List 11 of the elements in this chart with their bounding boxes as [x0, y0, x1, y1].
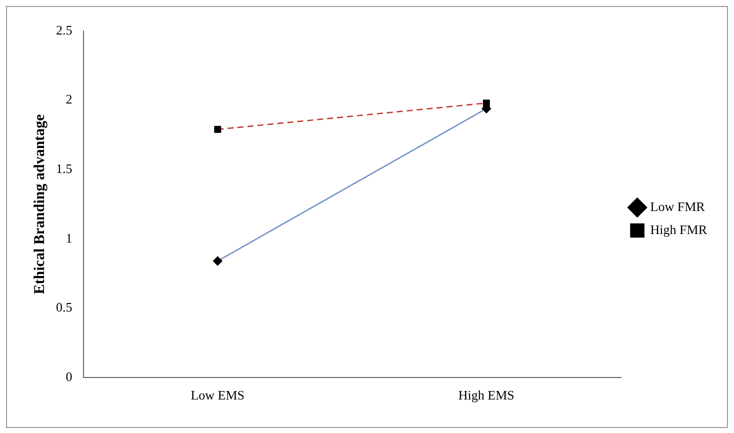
x-tick-label: Low EMS	[190, 388, 245, 403]
y-tick-label: 1.5	[56, 160, 72, 176]
legend-label: Low FMR	[650, 198, 706, 214]
y-tick-label: 2.5	[56, 22, 72, 38]
y-tick-label: 0	[66, 368, 72, 384]
y-tick-label: 2	[66, 92, 72, 107]
y-axis-title: Ethical Branding advantage	[32, 114, 48, 294]
x-tick-label: High EMS	[458, 388, 514, 403]
y-tick-label: 1	[66, 230, 72, 246]
y-tick-label: 0.5	[56, 300, 72, 315]
legend-label: High FMR	[650, 222, 708, 237]
